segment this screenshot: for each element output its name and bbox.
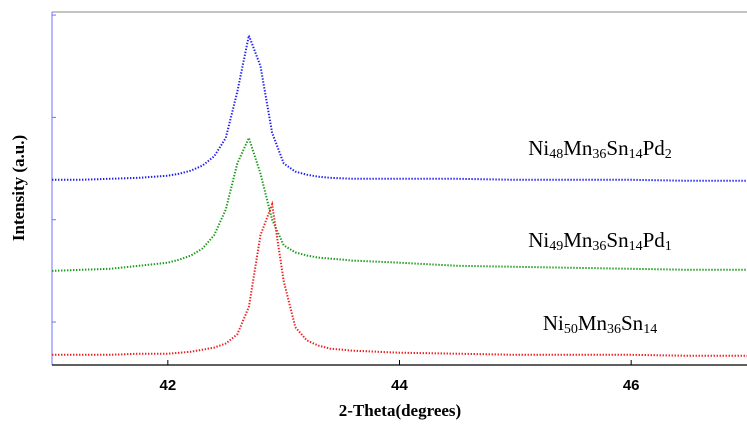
series-line bbox=[51, 135, 747, 272]
series-label: Ni49Mn36Sn14Pd1 bbox=[528, 228, 672, 254]
x-axis-title: 2-Theta(degrees) bbox=[339, 401, 461, 420]
series-line bbox=[52, 200, 747, 357]
series-label: Ni50Mn36Sn14 bbox=[543, 311, 657, 337]
x-tick-label: 42 bbox=[159, 377, 176, 394]
series-label: Ni48Mn36Sn14Pd2 bbox=[528, 136, 672, 162]
y-axis-title: Intensity (a.u.) bbox=[9, 135, 28, 241]
x-tick-label: 44 bbox=[391, 377, 408, 394]
x-tick-label: 46 bbox=[623, 377, 640, 394]
series-line bbox=[52, 31, 747, 182]
